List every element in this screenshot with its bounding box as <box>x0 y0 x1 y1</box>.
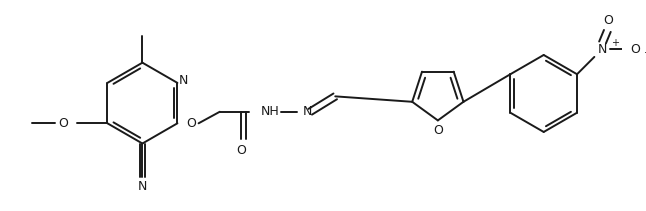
Text: O: O <box>186 117 196 130</box>
Text: NH: NH <box>260 105 279 118</box>
Text: O: O <box>236 144 246 157</box>
Text: −: − <box>643 48 646 58</box>
Text: O: O <box>58 117 68 130</box>
Text: O: O <box>433 123 443 137</box>
Text: N: N <box>178 74 188 88</box>
Text: +: + <box>612 38 620 49</box>
Text: N: N <box>302 105 312 118</box>
Text: N: N <box>598 43 607 56</box>
Text: O: O <box>603 14 613 27</box>
Text: O: O <box>630 43 640 56</box>
Text: N: N <box>138 180 147 193</box>
